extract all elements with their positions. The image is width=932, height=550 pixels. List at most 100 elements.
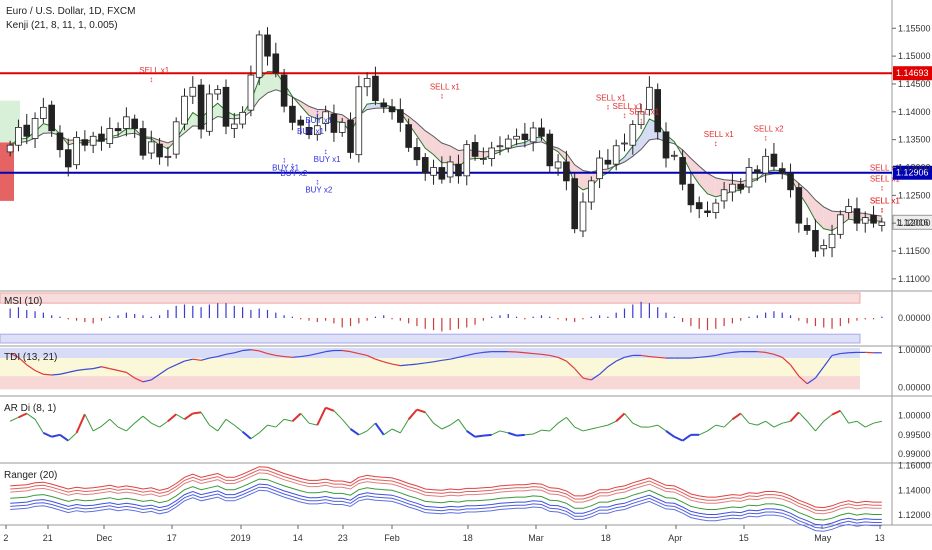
ardi-line-segment xyxy=(183,412,194,421)
candle-body xyxy=(538,127,545,137)
tdi-line-segment xyxy=(93,366,102,370)
candle-body xyxy=(861,217,869,224)
candle-body xyxy=(6,144,14,153)
candle-body xyxy=(222,86,230,127)
ardi-label: AR Di (8, 1) xyxy=(4,403,56,414)
chart-title: Euro / U.S. Dollar, 1D, FXCM xyxy=(6,6,135,17)
tdi-line-segment xyxy=(300,354,310,358)
ardi-line-segment xyxy=(665,430,675,438)
buy-signal-label: BUY x1 xyxy=(314,155,342,164)
ardi-line-segment xyxy=(707,424,717,432)
tdi-line-segment xyxy=(458,354,467,358)
ardi-line-segment xyxy=(291,412,302,422)
candle-body xyxy=(380,102,388,108)
candle-body xyxy=(181,95,188,125)
tdi-line-segment xyxy=(375,358,384,363)
ardi-line-segment xyxy=(26,413,36,420)
candle-body xyxy=(787,172,794,191)
candle-body xyxy=(521,133,529,141)
tdi-line-segment xyxy=(259,350,268,355)
candle-body xyxy=(579,201,587,232)
candle-body xyxy=(845,206,852,213)
ardi-line-segment xyxy=(823,414,833,422)
ardi-line-segment xyxy=(424,412,434,424)
candle-body xyxy=(637,111,645,126)
tdi-line-segment xyxy=(350,351,359,355)
sell-signal-arrow: ↕ xyxy=(880,206,884,215)
tdi-line-segment xyxy=(483,351,492,354)
tdi-line-segment xyxy=(76,368,85,372)
kenji-cloud-segment xyxy=(367,102,376,110)
time-tick-label: Feb xyxy=(384,533,400,543)
ardi-line-segment xyxy=(9,416,19,422)
candle-body xyxy=(239,111,246,125)
tdi-line-segment xyxy=(59,371,69,375)
candle-body xyxy=(189,86,197,97)
candle-body xyxy=(687,183,695,206)
candle-body xyxy=(878,221,886,226)
ardi-line-segment xyxy=(865,422,874,428)
candle-body xyxy=(563,161,570,182)
ardi-line-segment xyxy=(134,415,144,424)
ardi-line-segment xyxy=(233,424,243,433)
tdi-line-segment xyxy=(175,360,185,366)
ardi-line-segment xyxy=(366,422,376,432)
ardi-line-segment xyxy=(358,430,368,436)
tdi-line-segment xyxy=(524,352,534,355)
sell-signal-arrow: ↕ xyxy=(880,206,884,215)
buy-signal-label: BUY x1 xyxy=(297,127,325,136)
tdi-line-segment xyxy=(400,364,409,367)
tdi-line-segment xyxy=(840,352,849,355)
ardi-line-segment xyxy=(18,412,28,419)
tdi-line-segment xyxy=(541,353,550,357)
tdi-line-segment xyxy=(250,349,260,352)
ardi-line-segment xyxy=(491,430,501,436)
kenji-cloud-segment xyxy=(300,101,310,116)
tdi-line-segment xyxy=(217,353,227,358)
tdi-line-segment xyxy=(715,352,725,357)
buy-signal-label: BUY x1 xyxy=(272,163,300,172)
candle-body xyxy=(314,125,321,136)
ardi-line-segment xyxy=(632,422,642,428)
candle-body xyxy=(363,77,371,88)
time-tick-label: May xyxy=(814,533,832,543)
ardi-line-segment xyxy=(782,420,791,424)
tdi-line-segment xyxy=(814,366,825,379)
candle-body xyxy=(347,119,354,153)
msi-lower-band xyxy=(0,333,861,344)
candle-body xyxy=(820,245,828,250)
price-tick-label: 1.12500 xyxy=(898,190,931,200)
ardi-line-segment xyxy=(591,426,600,430)
candle-body xyxy=(338,121,346,133)
ardi-line-segment xyxy=(441,424,451,430)
sell-signal-label: SELL x1 xyxy=(596,94,626,103)
candle-body xyxy=(745,167,753,188)
ardi-line-segment xyxy=(250,432,260,440)
ardi-line-segment xyxy=(565,417,576,428)
ardi-line-segment xyxy=(715,424,725,428)
time-tick-label: Dec xyxy=(96,533,113,543)
candle-body xyxy=(762,155,769,174)
tdi-line-segment xyxy=(284,355,293,358)
ardi-line-segment xyxy=(267,424,276,428)
ranger-label: Ranger (20) xyxy=(4,470,57,481)
ardi-line-segment xyxy=(283,418,293,422)
candle-body xyxy=(31,118,39,139)
ranger-tick-label: 1.16000 xyxy=(898,460,931,470)
tdi-line-segment xyxy=(790,364,800,377)
candle-body xyxy=(123,116,130,129)
ardi-line-segment xyxy=(848,420,858,424)
sell-signal-label: SELL x1 xyxy=(139,66,169,75)
time-tick-label: 2019 xyxy=(231,533,251,543)
tdi-line-segment xyxy=(192,358,202,361)
ardi-line-segment xyxy=(831,409,841,416)
candle-body xyxy=(172,121,180,155)
kenji-cloud-segment xyxy=(566,153,575,184)
candle-body xyxy=(214,89,222,95)
sell-signal-arrow: ↕ xyxy=(639,117,643,126)
candle-body xyxy=(695,202,703,210)
tdi-mid-band xyxy=(0,358,860,377)
ardi-line-segment xyxy=(316,407,327,426)
tdi-line-segment xyxy=(590,373,600,381)
